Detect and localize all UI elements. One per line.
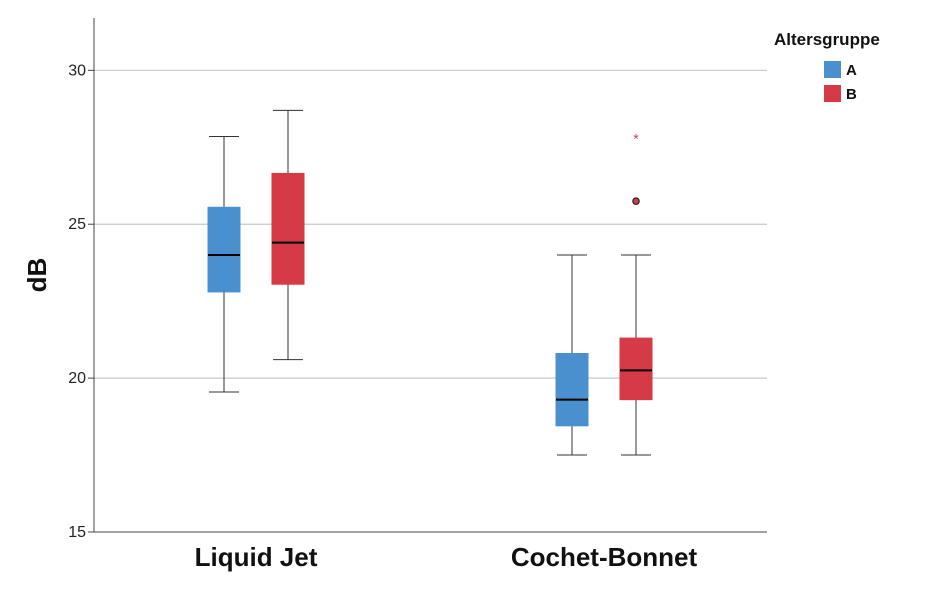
box-iqr: [207, 206, 241, 293]
axes: [93, 18, 767, 533]
boxes: *: [207, 109, 653, 456]
box-A-cochet-bonnet: [555, 254, 589, 456]
y-axis-title: dB: [22, 258, 52, 293]
y-tick-label: 20: [68, 370, 86, 387]
box-B-liquid-jet: [271, 109, 305, 361]
legend-swatch-A: [824, 61, 841, 78]
x-category-label: Liquid Jet: [195, 542, 318, 572]
box-iqr: [271, 172, 305, 285]
category-labels: Liquid Jet Cochet-Bonnet: [195, 542, 698, 572]
box-B-cochet-bonnet: *: [619, 130, 653, 456]
outlier-point: [632, 197, 640, 205]
y-tick-labels: 15 20 25 30: [68, 62, 94, 541]
grid-lines: [94, 69, 767, 379]
legend-label-B: B: [846, 86, 857, 103]
legend-title: Altersgruppe: [774, 30, 880, 49]
y-tick-label: 15: [68, 524, 86, 541]
legend-label-A: A: [846, 62, 857, 79]
box-iqr: [619, 337, 653, 401]
x-category-label: Cochet-Bonnet: [511, 542, 698, 572]
extreme-point: *: [633, 130, 639, 146]
legend-swatch-B: [824, 85, 841, 102]
y-tick-label: 30: [68, 62, 86, 79]
box-iqr: [555, 352, 589, 427]
y-tick-label: 25: [68, 216, 86, 233]
box-A-liquid-jet: [207, 135, 241, 393]
legend: Altersgruppe AB: [774, 30, 880, 103]
